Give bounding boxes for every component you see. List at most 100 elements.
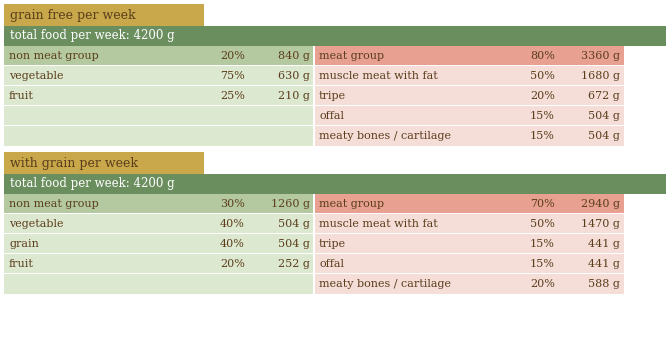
- Bar: [4, 4, 204, 26]
- Text: 441 g: 441 g: [588, 259, 620, 269]
- Bar: [314, 214, 501, 234]
- Text: 672 g: 672 g: [588, 91, 620, 101]
- Bar: [501, 126, 559, 146]
- Text: 15%: 15%: [530, 239, 555, 249]
- Bar: [4, 274, 191, 294]
- Bar: [4, 86, 191, 106]
- Bar: [313, 66, 315, 86]
- Bar: [314, 234, 501, 254]
- Bar: [249, 66, 314, 86]
- Text: 504 g: 504 g: [278, 239, 310, 249]
- Text: 15%: 15%: [530, 131, 555, 141]
- Bar: [313, 274, 315, 294]
- Bar: [313, 126, 315, 146]
- Text: fruit: fruit: [9, 91, 34, 101]
- Bar: [501, 66, 559, 86]
- Bar: [191, 274, 249, 294]
- Bar: [313, 214, 315, 234]
- Bar: [4, 26, 666, 46]
- Bar: [4, 105, 666, 106]
- Bar: [314, 274, 501, 294]
- Bar: [191, 66, 249, 86]
- Bar: [501, 254, 559, 274]
- Text: 588 g: 588 g: [588, 279, 620, 289]
- Text: muscle meat with fat: muscle meat with fat: [319, 219, 438, 229]
- Text: 1470 g: 1470 g: [581, 219, 620, 229]
- Bar: [559, 86, 624, 106]
- Bar: [249, 106, 314, 126]
- Bar: [501, 234, 559, 254]
- Text: 2940 g: 2940 g: [581, 199, 620, 209]
- Text: non meat group: non meat group: [9, 199, 98, 209]
- Bar: [4, 106, 191, 126]
- Bar: [313, 106, 315, 126]
- Bar: [559, 194, 624, 214]
- Bar: [501, 274, 559, 294]
- Text: 1680 g: 1680 g: [581, 71, 620, 81]
- Text: 25%: 25%: [220, 91, 245, 101]
- Text: 20%: 20%: [220, 259, 245, 269]
- Bar: [559, 126, 624, 146]
- Bar: [4, 213, 666, 214]
- Text: muscle meat with fat: muscle meat with fat: [319, 71, 438, 81]
- Text: meat group: meat group: [319, 51, 384, 61]
- Bar: [191, 86, 249, 106]
- Bar: [501, 106, 559, 126]
- Bar: [4, 214, 191, 234]
- Bar: [191, 126, 249, 146]
- Bar: [4, 46, 191, 66]
- Bar: [314, 46, 501, 66]
- Bar: [314, 254, 501, 274]
- Bar: [559, 234, 624, 254]
- Text: 20%: 20%: [530, 91, 555, 101]
- Text: 15%: 15%: [530, 259, 555, 269]
- Text: 630 g: 630 g: [278, 71, 310, 81]
- Text: 504 g: 504 g: [588, 111, 620, 121]
- Bar: [191, 46, 249, 66]
- Text: grain: grain: [9, 239, 39, 249]
- Text: 3360 g: 3360 g: [581, 51, 620, 61]
- Text: offal: offal: [319, 111, 344, 121]
- Bar: [313, 194, 315, 214]
- Bar: [313, 254, 315, 274]
- Text: fruit: fruit: [9, 259, 34, 269]
- Text: tripe: tripe: [319, 91, 346, 101]
- Text: tripe: tripe: [319, 239, 346, 249]
- Bar: [191, 194, 249, 214]
- Bar: [313, 46, 315, 66]
- Bar: [501, 214, 559, 234]
- Text: 20%: 20%: [220, 51, 245, 61]
- Bar: [4, 152, 204, 174]
- Bar: [191, 254, 249, 274]
- Bar: [4, 254, 191, 274]
- Text: 504 g: 504 g: [278, 219, 310, 229]
- Text: 20%: 20%: [530, 279, 555, 289]
- Bar: [4, 233, 666, 234]
- Bar: [313, 234, 315, 254]
- Bar: [4, 273, 666, 274]
- Text: vegetable: vegetable: [9, 71, 64, 81]
- Bar: [314, 66, 501, 86]
- Text: 40%: 40%: [220, 239, 245, 249]
- Bar: [249, 86, 314, 106]
- Text: meaty bones / cartilage: meaty bones / cartilage: [319, 131, 451, 141]
- Text: 840 g: 840 g: [278, 51, 310, 61]
- Text: vegetable: vegetable: [9, 219, 64, 229]
- Text: meat group: meat group: [319, 199, 384, 209]
- Bar: [4, 126, 191, 146]
- Text: grain free per week: grain free per week: [10, 8, 135, 21]
- Bar: [313, 86, 315, 106]
- Text: 50%: 50%: [530, 71, 555, 81]
- Bar: [559, 254, 624, 274]
- Text: offal: offal: [319, 259, 344, 269]
- Bar: [559, 106, 624, 126]
- Text: 75%: 75%: [220, 71, 245, 81]
- Text: with grain per week: with grain per week: [10, 157, 138, 170]
- Bar: [191, 214, 249, 234]
- Bar: [4, 234, 191, 254]
- Bar: [4, 66, 191, 86]
- Bar: [249, 126, 314, 146]
- Bar: [4, 125, 666, 126]
- Bar: [249, 46, 314, 66]
- Bar: [4, 85, 666, 86]
